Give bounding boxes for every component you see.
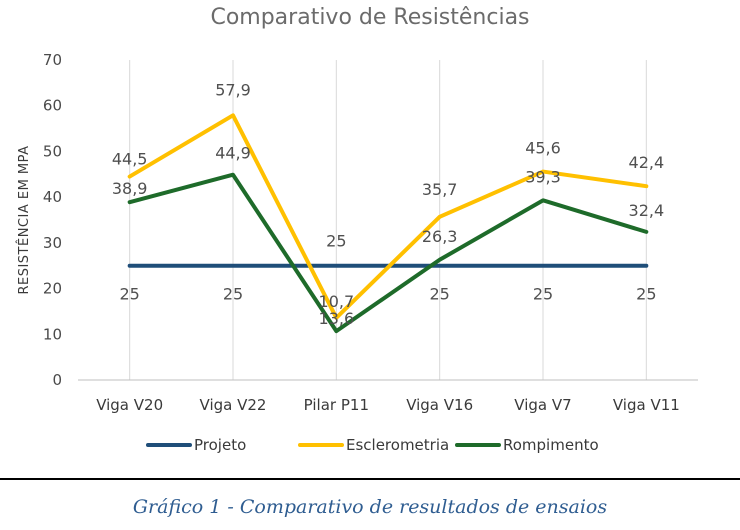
y-tick-label: 0: [52, 371, 62, 389]
y-tick-label: 60: [43, 97, 62, 115]
legend-label-esclerometria: Esclerometria: [346, 436, 449, 454]
data-label-esclerometria: 13,6: [319, 309, 355, 328]
y-axis-ticks: 0 10 20 30 40 50 60 70: [43, 51, 62, 389]
x-tick-label: Pilar P11: [304, 396, 369, 414]
data-label-esclerometria: 57,9: [215, 80, 251, 99]
y-axis-label: RESISTÊNCIA EM MPA: [16, 145, 32, 294]
series-line-esclerometria: [127, 113, 649, 320]
legend-label-rompimento: Rompimento: [503, 436, 599, 454]
data-label-esclerometria: 35,7: [422, 180, 458, 199]
y-tick-label: 40: [43, 188, 62, 206]
data-label-rompimento: 26,3: [422, 227, 458, 246]
data-label-projeto: 25: [533, 285, 553, 304]
data-label-esclerometria: 44,5: [112, 150, 148, 169]
data-label-rompimento: 39,3: [525, 167, 561, 186]
data-label-projeto: 25: [119, 285, 139, 304]
x-tick-label: Viga V16: [406, 396, 473, 414]
data-label-projeto: 25: [326, 232, 346, 251]
data-label-rompimento: 38,9: [112, 179, 148, 198]
series-lines: [127, 113, 649, 334]
separator-line: [0, 478, 740, 480]
y-tick-label: 10: [43, 325, 62, 343]
y-tick-label: 20: [43, 280, 62, 298]
chart-title: Comparativo de Resistências: [210, 5, 529, 30]
x-tick-label: Viga V20: [96, 396, 163, 414]
x-tick-label: Viga V22: [200, 396, 267, 414]
y-tick-label: 50: [43, 142, 62, 160]
y-tick-label: 30: [43, 234, 62, 252]
x-tick-label: Viga V11: [613, 396, 680, 414]
data-label-esclerometria: 42,4: [629, 153, 665, 172]
figure-caption: Gráfico 1 - Comparativo de resultados de…: [132, 496, 608, 518]
data-label-rompimento: 32,4: [629, 201, 665, 220]
data-label-projeto: 25: [636, 285, 656, 304]
data-label-esclerometria: 45,6: [525, 139, 561, 158]
y-tick-label: 70: [43, 51, 62, 69]
data-label-projeto: 25: [429, 285, 449, 304]
series-line-rompimento: [127, 172, 649, 334]
data-label-projeto: 25: [223, 285, 243, 304]
data-labels: 25 25 25 25 25 25 44,5 57,9 13,6 35,7 45,6 42,4 38,9…: [112, 80, 664, 328]
x-axis-ticks: Viga V20 Viga V22 Pilar P11 Viga V16 Viga V7…: [96, 396, 680, 414]
data-label-rompimento: 44,9: [215, 144, 251, 163]
line-chart: Comparativo de Resistências RESISTÊNCIA …: [16, 5, 698, 454]
legend-label-projeto: Projeto: [194, 436, 246, 454]
data-label-rompimento: 10,7: [319, 292, 355, 311]
legend: Projeto Esclerometria Rompimento: [146, 436, 599, 454]
x-tick-label: Viga V7: [514, 396, 571, 414]
